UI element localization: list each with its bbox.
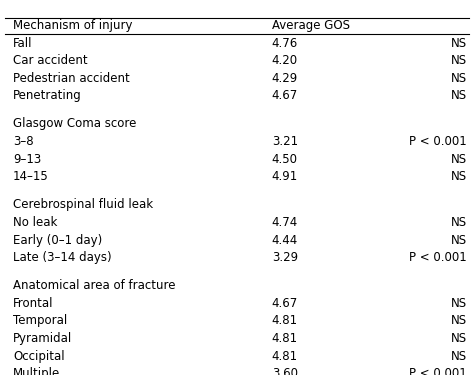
Text: 3.60: 3.60 [272, 368, 298, 375]
Text: Late (3–14 days): Late (3–14 days) [13, 251, 112, 264]
Text: P < 0.001: P < 0.001 [409, 135, 467, 148]
Text: P < 0.001: P < 0.001 [409, 368, 467, 375]
Text: NS: NS [451, 297, 467, 310]
Text: 4.81: 4.81 [272, 314, 298, 327]
Text: 3.21: 3.21 [272, 135, 298, 148]
Text: Early (0–1 day): Early (0–1 day) [13, 234, 102, 246]
Text: Multiple: Multiple [13, 368, 60, 375]
Text: Average GOS: Average GOS [272, 19, 350, 32]
Text: 3.29: 3.29 [272, 251, 298, 264]
Text: 3–8: 3–8 [13, 135, 34, 148]
Text: 4.81: 4.81 [272, 332, 298, 345]
Text: Anatomical area of fracture: Anatomical area of fracture [13, 279, 175, 292]
Text: NS: NS [451, 90, 467, 102]
Text: NS: NS [451, 216, 467, 229]
Text: 4.81: 4.81 [272, 350, 298, 363]
Text: 4.74: 4.74 [272, 216, 298, 229]
Text: Pedestrian accident: Pedestrian accident [13, 72, 130, 85]
Text: Glasgow Coma score: Glasgow Coma score [13, 117, 137, 130]
Text: Occipital: Occipital [13, 350, 65, 363]
Text: NS: NS [451, 153, 467, 166]
Text: NS: NS [451, 314, 467, 327]
Text: Pyramidal: Pyramidal [13, 332, 73, 345]
Text: NS: NS [451, 350, 467, 363]
Text: Cerebrospinal fluid leak: Cerebrospinal fluid leak [13, 198, 153, 211]
Text: P < 0.001: P < 0.001 [409, 251, 467, 264]
Text: NS: NS [451, 170, 467, 183]
Text: 4.76: 4.76 [272, 37, 298, 50]
Text: 9–13: 9–13 [13, 153, 41, 166]
Text: 4.67: 4.67 [272, 297, 298, 310]
Text: Mechanism of injury: Mechanism of injury [13, 19, 133, 32]
Text: 4.29: 4.29 [272, 72, 298, 85]
Text: 4.20: 4.20 [272, 54, 298, 67]
Text: No leak: No leak [13, 216, 57, 229]
Text: NS: NS [451, 72, 467, 85]
Text: Temporal: Temporal [13, 314, 67, 327]
Text: 4.44: 4.44 [272, 234, 298, 246]
Text: 4.67: 4.67 [272, 90, 298, 102]
Text: 4.91: 4.91 [272, 170, 298, 183]
Text: Car accident: Car accident [13, 54, 88, 67]
Text: NS: NS [451, 37, 467, 50]
Text: 14–15: 14–15 [13, 170, 49, 183]
Text: Fall: Fall [13, 37, 33, 50]
Text: NS: NS [451, 234, 467, 246]
Text: Penetrating: Penetrating [13, 90, 82, 102]
Text: Frontal: Frontal [13, 297, 54, 310]
Text: NS: NS [451, 332, 467, 345]
Text: 4.50: 4.50 [272, 153, 298, 166]
Text: NS: NS [451, 54, 467, 67]
